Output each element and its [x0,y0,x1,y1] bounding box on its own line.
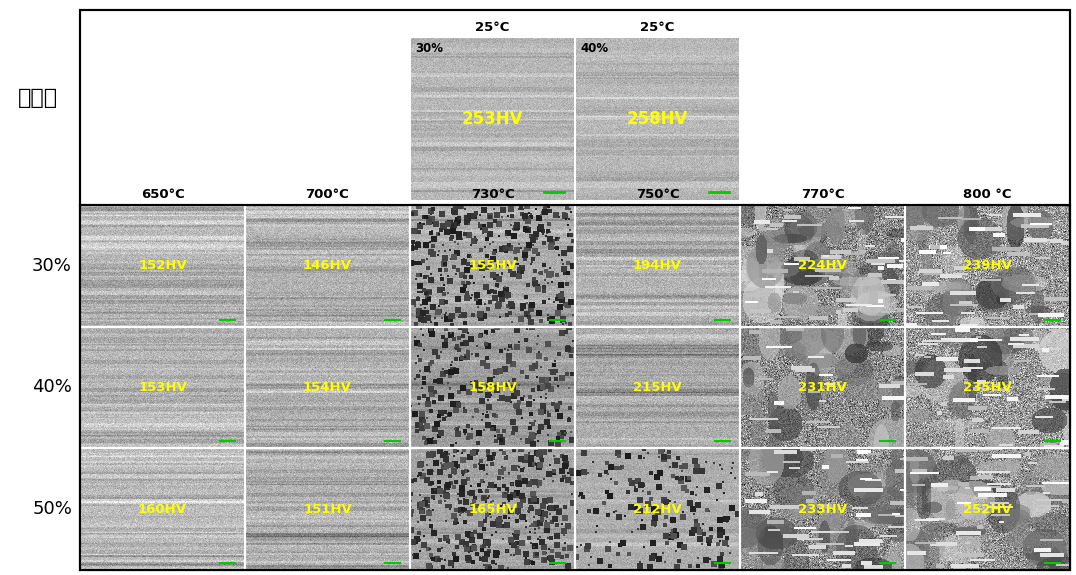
Text: 158HV: 158HV [468,381,516,394]
Text: 253HV: 253HV [462,110,523,128]
Text: 160HV: 160HV [138,503,187,516]
Text: 750°C: 750°C [636,188,679,201]
Text: 770°C: 770°C [801,188,845,201]
Bar [80,205,245,327]
Text: 700°C: 700°C [306,188,350,201]
Text: 152HV: 152HV [138,259,187,273]
Text: 730°C: 730°C [470,188,514,201]
Bar [245,327,410,448]
Text: 165HV: 165HV [468,503,516,516]
Bar [80,205,1070,570]
Text: 25°C: 25°C [640,21,675,34]
Text: 40%: 40% [32,378,72,397]
Text: 252HV: 252HV [963,503,1011,516]
Bar [80,327,245,448]
Bar [740,205,905,327]
Text: 258HV: 258HV [627,110,689,128]
Text: 30%: 30% [32,257,72,275]
Text: 146HV: 146HV [303,259,352,273]
Bar [410,327,575,448]
Text: 650°C: 650°C [141,188,184,201]
Bar [905,448,1070,570]
Text: 233HV: 233HV [798,503,847,516]
Text: 194HV: 194HV [633,259,682,273]
Text: 153HV: 153HV [138,381,187,394]
Bar [410,205,575,327]
Bar [80,448,245,570]
Text: 212HV: 212HV [633,503,682,516]
Bar [905,327,1070,448]
Text: 151HV: 151HV [303,503,352,516]
Text: 235HV: 235HV [963,381,1011,394]
Text: 231HV: 231HV [798,381,847,394]
Text: 224HV: 224HV [798,259,847,273]
Bar [575,205,740,327]
Text: 800 °C: 800 °C [963,188,1011,201]
Text: 154HV: 154HV [303,381,352,394]
Bar [575,448,740,570]
Text: 50%: 50% [32,500,72,518]
Bar [245,448,410,570]
Bar [410,448,575,570]
Bar [575,327,740,448]
Bar [740,448,905,570]
Text: 215HV: 215HV [633,381,682,394]
Text: 25°C: 25°C [476,21,510,34]
Text: 30%: 30% [415,42,443,55]
Text: 40%: 40% [580,42,608,55]
Bar [245,205,410,327]
Bar [905,205,1070,327]
Text: 239HV: 239HV [963,259,1011,273]
Bar [740,327,905,448]
Text: 압하량: 압하량 [18,88,58,108]
Text: 155HV: 155HV [468,259,516,273]
